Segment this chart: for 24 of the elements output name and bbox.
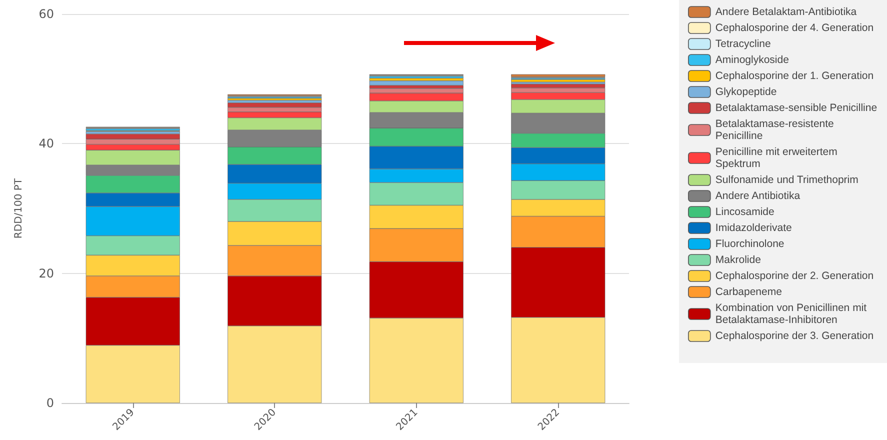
y-tick-label: 60 xyxy=(38,7,54,21)
legend-label: Makrolide xyxy=(715,254,762,266)
legend-label: Cephalosporine der 1. Generation xyxy=(715,70,874,82)
y-tick-label: 40 xyxy=(38,136,54,151)
legend-label: Lincosamide xyxy=(715,206,775,218)
y-tick-label: 0 xyxy=(46,396,54,410)
legend-label: Cephalosporine der 2. Generation xyxy=(715,270,874,282)
legend-label: Andere Antibiotika xyxy=(715,190,800,202)
legend-label: Cephalosporine der 3. Generation xyxy=(715,330,874,342)
legend-label: Betalaktamase-sensible Penicilline xyxy=(715,102,878,114)
legend-label: Sulfonamide und Trimethoprim xyxy=(715,174,859,186)
legend-label: Betalaktamase-resistente Penicilline xyxy=(715,118,837,142)
y-tick-label: 20 xyxy=(38,266,54,280)
legend-label: Kombination von Penicillinen mit Betalaktamase-Inhibitoren xyxy=(715,302,870,326)
legend-label: Penicilline mit erweitertem Spektrum xyxy=(715,146,840,170)
legend-label: Carbapeneme xyxy=(715,286,782,298)
legend-label: Imidazolderivate xyxy=(715,222,792,234)
legend-label: Cephalosporine der 4. Generation xyxy=(715,22,874,34)
legend-label: Andere Betalaktam-Antibiotika xyxy=(715,6,857,18)
y-axis-title: RDD/100 PT xyxy=(14,178,24,239)
legend-label: Aminoglykoside xyxy=(715,54,790,66)
legend-label: Fluorchinolone xyxy=(715,238,784,250)
legend-label: Glykopeptide xyxy=(715,86,777,98)
legend-label: Tetracycline xyxy=(715,38,771,50)
